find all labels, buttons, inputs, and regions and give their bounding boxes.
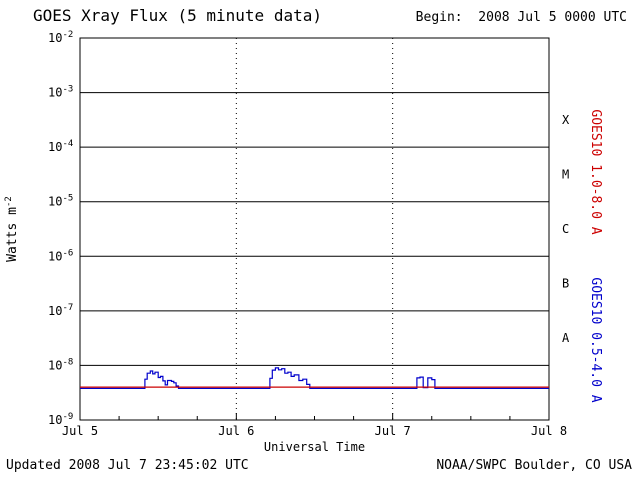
y-tick-label: 10-2 (48, 30, 73, 45)
y-tick-label: 10-5 (48, 194, 73, 209)
x-tick-label: Jul 6 (218, 424, 254, 438)
channel-label-1: GOES10 0.5-4.0 A (588, 277, 603, 402)
y-tick-label: 10-8 (48, 357, 73, 372)
begin-timestamp: Begin: 2008 Jul 5 0000 UTC (415, 10, 627, 25)
x-tick-label: Jul 5 (62, 424, 98, 438)
plot-border (79, 37, 550, 421)
series-goes10-0.5-4.0-a (80, 367, 549, 389)
y-tick-label: 10-4 (48, 139, 73, 154)
x-tick-label: Jul 7 (375, 424, 411, 438)
flare-class-X: X (562, 113, 570, 127)
flare-class-C: C (562, 222, 569, 236)
x-axis-title: Universal Time (264, 440, 365, 454)
page-title: GOES Xray Flux (5 minute data) (33, 6, 322, 25)
flare-class-A: A (562, 331, 570, 345)
updated-timestamp: Updated 2008 Jul 7 23:45:02 UTC (6, 458, 249, 473)
y-tick-label: 10-6 (48, 248, 73, 263)
x-tick-label: Jul 8 (531, 424, 567, 438)
y-tick-label: 10-3 (48, 85, 73, 100)
y-tick-label: 10-7 (48, 303, 73, 318)
flare-class-B: B (562, 277, 569, 291)
y-axis-title: Watts m-2 (4, 196, 20, 262)
flare-class-M: M (562, 167, 569, 181)
source-credit: NOAA/SWPC Boulder, CO USA (436, 458, 632, 473)
channel-label-0: GOES10 1.0-8.0 A (588, 109, 603, 234)
